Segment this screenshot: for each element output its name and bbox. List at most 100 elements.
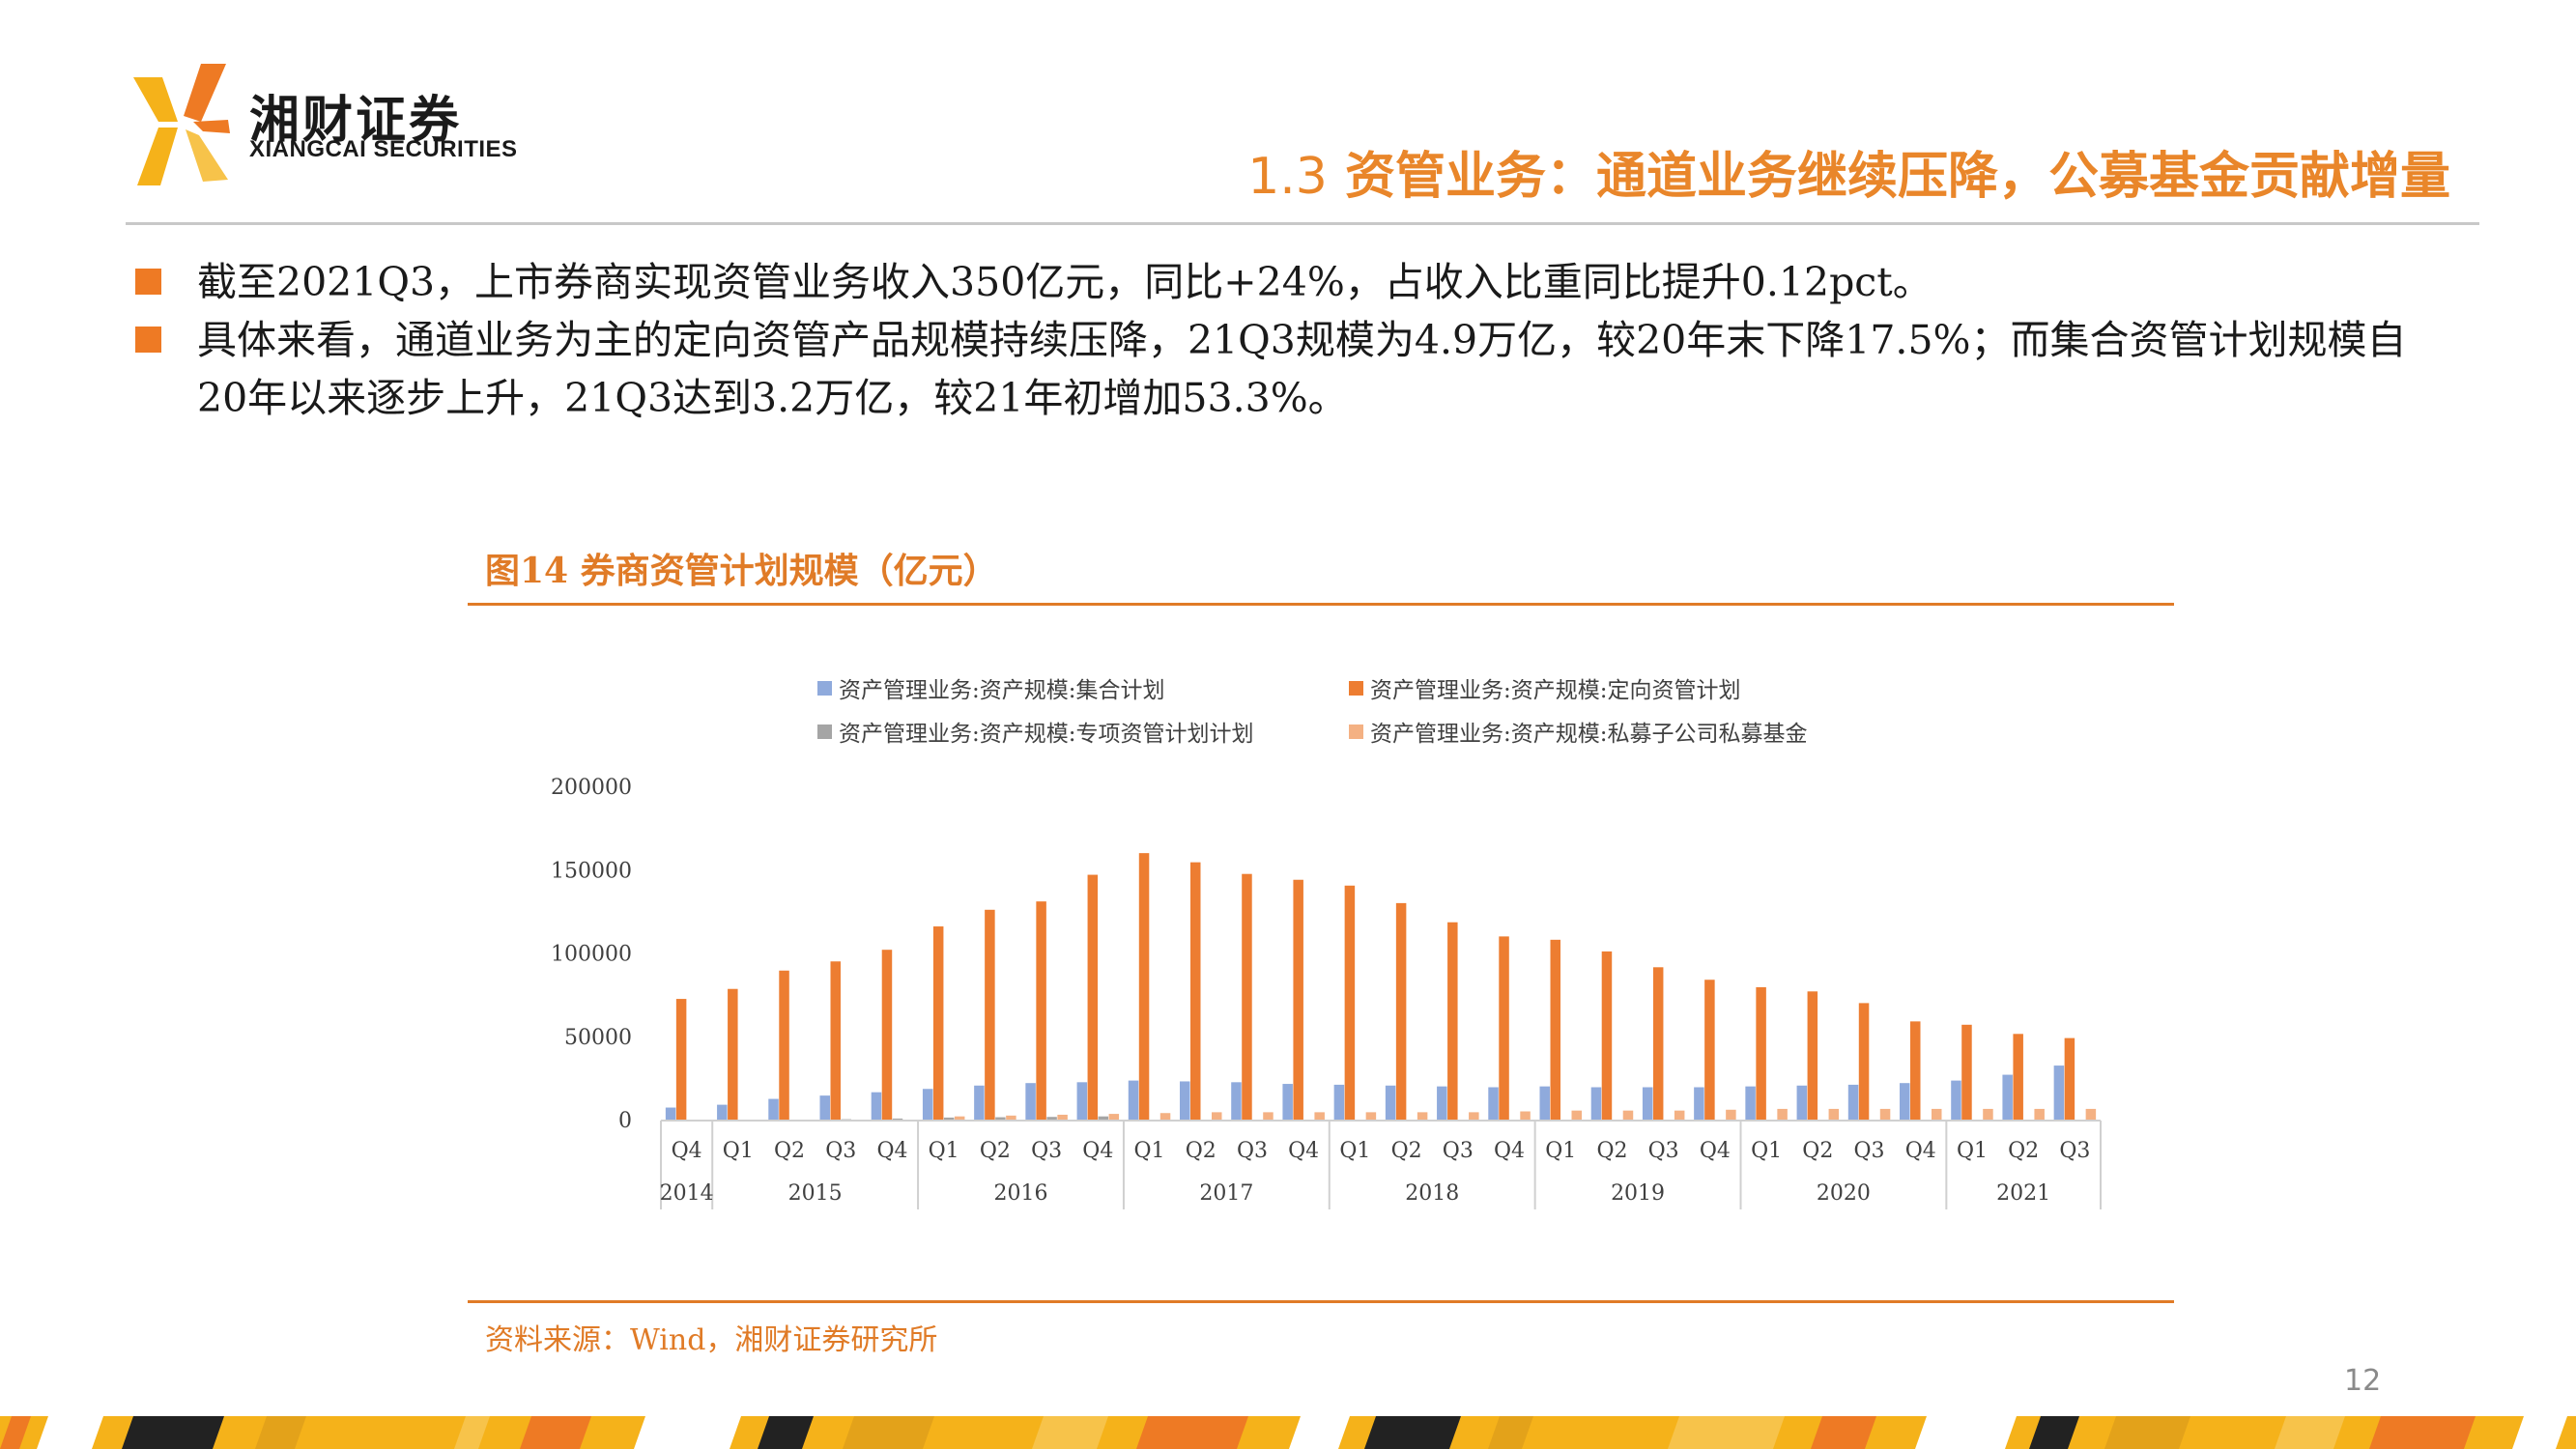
bullet-text: 截至2021Q3，上市券商实现资管业务收入350亿元，同比+24%，占收入比重同… bbox=[197, 259, 1932, 305]
bar bbox=[1828, 1108, 1840, 1121]
bar bbox=[1469, 1112, 1479, 1122]
bar bbox=[871, 1092, 882, 1121]
bar bbox=[1159, 1113, 1171, 1121]
stripe-segment bbox=[1668, 1416, 1785, 1449]
bar bbox=[2064, 1037, 2075, 1121]
bar bbox=[1847, 1084, 1859, 1121]
bar bbox=[1601, 951, 1613, 1121]
y-tick-label: 100000 bbox=[551, 943, 632, 967]
x-tick-label: Q1 bbox=[1545, 1139, 1576, 1163]
bullet-list: 截至2021Q3，上市券商实现资管业务收入350亿元，同比+24%，占收入比重同… bbox=[135, 253, 2435, 427]
bar bbox=[1344, 885, 1356, 1121]
figure-bottom-rule bbox=[468, 1300, 2174, 1303]
bar bbox=[1499, 936, 1509, 1121]
stripe-segment bbox=[122, 1416, 224, 1449]
bar bbox=[1333, 1084, 1345, 1121]
stripe-segment bbox=[350, 1416, 437, 1449]
x-tick-label: Q2 bbox=[774, 1139, 805, 1163]
bar bbox=[675, 999, 687, 1121]
stripe-segment bbox=[1032, 1416, 1108, 1449]
bar bbox=[943, 1117, 955, 1121]
stripe-segment bbox=[2029, 1416, 2079, 1449]
bar bbox=[1138, 853, 1150, 1121]
stripe-segment bbox=[520, 1416, 591, 1449]
legend-label: 资产管理业务:资产规模:专项资管计划计划 bbox=[839, 722, 1254, 747]
stripe-segment bbox=[0, 1416, 31, 1449]
x-tick-label: Q2 bbox=[2008, 1139, 2039, 1163]
year-label: 2021 bbox=[1996, 1181, 2050, 1206]
bar bbox=[1674, 1110, 1685, 1121]
bar bbox=[892, 1118, 903, 1121]
legend-label: 资产管理业务:资产规模:集合计划 bbox=[839, 678, 1165, 703]
figure-top-rule bbox=[468, 603, 2174, 606]
stripe-segment bbox=[1488, 1416, 1533, 1449]
year-label: 2018 bbox=[1405, 1181, 1459, 1206]
x-tick-label: Q1 bbox=[929, 1139, 959, 1163]
x-tick-label: Q2 bbox=[1391, 1139, 1422, 1163]
stripe-segment bbox=[37, 1416, 103, 1449]
stripe-segment bbox=[2369, 1416, 2476, 1449]
x-tick-label: Q4 bbox=[1082, 1139, 1113, 1163]
bar bbox=[1983, 1108, 1993, 1121]
bar bbox=[1777, 1108, 1788, 1121]
x-tick-label: Q2 bbox=[1596, 1139, 1627, 1163]
bar bbox=[1900, 1083, 1910, 1121]
bar bbox=[1910, 1021, 1921, 1121]
bar bbox=[1642, 1087, 1653, 1121]
bar bbox=[665, 1107, 676, 1121]
bar bbox=[954, 1116, 965, 1121]
x-tick-label: Q3 bbox=[1443, 1139, 1474, 1163]
brand-name-en: XIANGCAI SECURITIES bbox=[249, 136, 518, 162]
year-label: 2015 bbox=[788, 1181, 843, 1206]
bar bbox=[1756, 987, 1766, 1121]
bar bbox=[1437, 1086, 1447, 1121]
x-tick-label: Q4 bbox=[876, 1139, 907, 1163]
legend-swatch bbox=[817, 681, 832, 696]
bar bbox=[1006, 1115, 1016, 1121]
bar bbox=[819, 1095, 830, 1122]
bar bbox=[1796, 1085, 1808, 1121]
bar bbox=[1242, 873, 1252, 1121]
bar bbox=[1293, 879, 1303, 1121]
bar bbox=[1622, 1110, 1634, 1121]
bar bbox=[1652, 967, 1664, 1121]
bar bbox=[1385, 1085, 1396, 1121]
bar bbox=[1704, 980, 1715, 1121]
bar bbox=[779, 970, 789, 1121]
bar bbox=[1447, 922, 1458, 1121]
year-label: 2016 bbox=[994, 1181, 1048, 1206]
x-tick-label: Q1 bbox=[1134, 1139, 1165, 1163]
year-label: 2014 bbox=[660, 1181, 714, 1206]
bar bbox=[1571, 1110, 1582, 1121]
bar bbox=[1951, 1080, 1961, 1121]
slide-title-number: 1.3 bbox=[1247, 148, 1328, 206]
figure-title: 图14 券商资管计划规模（亿元） bbox=[485, 551, 998, 591]
bar bbox=[1365, 1112, 1377, 1122]
bullet-text: 具体来看，通道业务为主的定向资管产品规模持续压降，21Q3规模为4.9万亿，较2… bbox=[197, 317, 2407, 421]
bar bbox=[1879, 1108, 1891, 1121]
bar bbox=[1807, 991, 1818, 1121]
bar bbox=[1539, 1086, 1550, 1121]
bar bbox=[1726, 1109, 1736, 1121]
stripe-segment bbox=[1364, 1416, 1461, 1449]
bar bbox=[1108, 1114, 1120, 1121]
bar bbox=[1417, 1112, 1428, 1122]
x-tick-label: Q2 bbox=[980, 1139, 1011, 1163]
bar bbox=[1694, 1087, 1704, 1121]
stripe-segment bbox=[1811, 1416, 1876, 1449]
stripe-segment bbox=[2512, 1416, 2567, 1449]
bar bbox=[1263, 1112, 1274, 1122]
stripe-segment bbox=[843, 1416, 934, 1449]
slide-title: 1.3 资管业务：通道业务继续压降，公募基金贡献增量 bbox=[1247, 135, 2450, 208]
bar bbox=[1180, 1081, 1190, 1121]
bar bbox=[1212, 1112, 1222, 1122]
year-label: 2020 bbox=[1817, 1181, 1871, 1206]
legend-swatch bbox=[1349, 681, 1363, 696]
stripe-segment bbox=[2275, 1416, 2345, 1449]
x-tick-label: Q1 bbox=[1339, 1139, 1370, 1163]
bar bbox=[768, 1098, 779, 1121]
x-tick-label: Q3 bbox=[825, 1139, 856, 1163]
bar bbox=[1046, 1117, 1057, 1121]
x-tick-label: Q2 bbox=[1802, 1139, 1833, 1163]
year-label: 2017 bbox=[1199, 1181, 1253, 1206]
